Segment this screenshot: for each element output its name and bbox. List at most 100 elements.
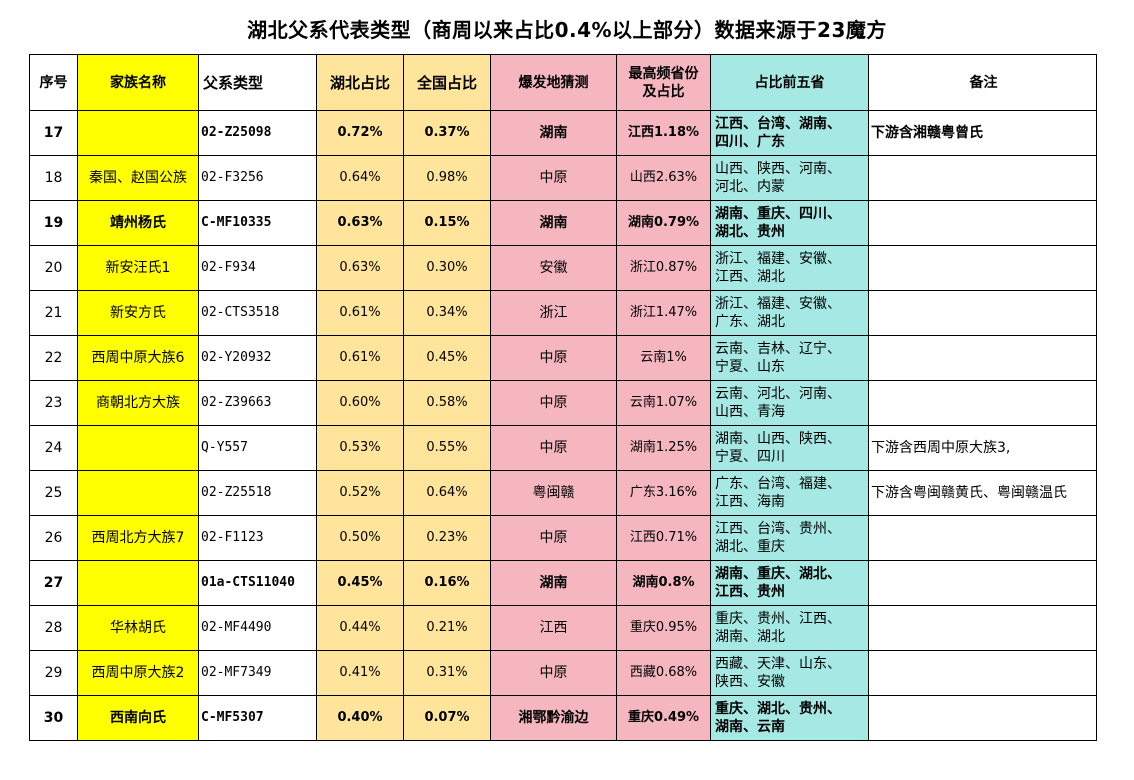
row-top-five: 山西、陕西、河南、 河北、内蒙 <box>710 155 869 201</box>
row-index: 23 <box>29 380 78 426</box>
row-national-share: 0.21% <box>403 605 491 651</box>
row-family-name: 新安汪氏1 <box>77 245 199 291</box>
row-family-name <box>77 110 199 156</box>
table-row: 29 西周中原大族2 02-MF7349 0.41% 0.31% 中原 西藏0.68% 西藏、… <box>29 650 1097 696</box>
table-row: 22 西周中原大族6 02-Y20932 0.61% 0.45% 中原 云南1% 云南、吉林、… <box>29 335 1097 381</box>
row-origin-guess: 中原 <box>490 425 617 471</box>
row-family-name <box>77 470 199 516</box>
row-family-name: 华林胡氏 <box>77 605 199 651</box>
row-origin-guess: 安徽 <box>490 245 617 291</box>
row-note: 下游含湘赣粤曾氏 <box>868 110 1097 156</box>
top-five-line2: 江西、贵州 <box>715 584 785 600</box>
table-row: 24 Q-Y557 0.53% 0.55% 中原 湖南1.25% 湖南、山西、陕西、 宁夏、四… <box>29 425 1097 471</box>
row-hubei-share: 0.72% <box>316 110 404 156</box>
header-origin-guess: 爆发地猜测 <box>490 54 617 111</box>
row-top-five: 浙江、福建、安徽、 广东、湖北 <box>710 290 869 336</box>
row-top-province: 浙江0.87% <box>616 245 711 291</box>
header-top-five: 占比前五省 <box>710 54 869 111</box>
top-five-line2: 陕西、安徽 <box>715 674 785 690</box>
row-top-five: 湖南、重庆、湖北、 江西、贵州 <box>710 560 869 606</box>
top-five-line1: 浙江、福建、安徽、 <box>715 251 841 267</box>
top-five-line1: 江西、台湾、贵州、 <box>715 521 841 537</box>
header-national-share: 全国占比 <box>403 54 491 111</box>
row-national-share: 0.07% <box>403 695 491 741</box>
table-row: 30 西南向氏 C-MF5307 0.40% 0.07% 湘鄂黔渝边 重庆0.49% 重庆、湖… <box>29 695 1097 741</box>
page-title: 湖北父系代表类型（商周以来占比0.4%以上部分）数据来源于23魔方 <box>247 18 887 42</box>
row-national-share: 0.58% <box>403 380 491 426</box>
row-index: 30 <box>29 695 78 741</box>
row-note <box>868 200 1097 246</box>
table-row: 17 02-Z25098 0.72% 0.37% 湖南 江西1.18% 江西、台湾、湖南、四… <box>29 110 1097 156</box>
row-note <box>868 695 1097 741</box>
row-top-province: 湖南1.25% <box>616 425 711 471</box>
row-national-share: 0.37% <box>403 110 491 156</box>
top-five-line1: 云南、河北、河南、 <box>715 386 841 402</box>
top-five-line2: 江西、海南 <box>715 494 785 510</box>
row-index: 29 <box>29 650 78 696</box>
row-top-five: 广东、台湾、福建、 江西、海南 <box>710 470 869 516</box>
row-top-province: 湖南0.79% <box>616 200 711 246</box>
top-five-line2: 湖南、云南 <box>715 719 785 735</box>
header-top-province: 最高频省份 及占比 <box>616 54 711 111</box>
row-top-province: 山西2.63% <box>616 155 711 201</box>
row-national-share: 0.98% <box>403 155 491 201</box>
row-hubei-share: 0.53% <box>316 425 404 471</box>
header-row: 序号 家族名称 父系类型 湖北占比 全国占比 爆发地猜测 最高频省份 及占比 占比… <box>29 54 1097 111</box>
top-five-line1: 湖南、山西、陕西、 <box>715 431 841 447</box>
row-origin-guess: 江西 <box>490 605 617 651</box>
row-top-province: 西藏0.68% <box>616 650 711 696</box>
table-row: 26 西周北方大族7 02-F1123 0.50% 0.23% 中原 江西0.71% 江西、台… <box>29 515 1097 561</box>
row-index: 25 <box>29 470 78 516</box>
row-national-share: 0.16% <box>403 560 491 606</box>
row-family-name <box>77 425 199 471</box>
row-top-five: 云南、河北、河南、 山西、青海 <box>710 380 869 426</box>
row-origin-guess: 中原 <box>490 380 617 426</box>
header-index: 序号 <box>29 54 78 111</box>
table-row: 20 新安汪氏1 02-F934 0.63% 0.30% 安徽 浙江0.87% 浙江、福建、安… <box>29 245 1097 291</box>
top-five-line2: 湖北、贵州 <box>715 224 785 240</box>
row-family-name: 西南向氏 <box>77 695 199 741</box>
row-family-name <box>77 560 199 606</box>
header-note: 备注 <box>868 54 1097 111</box>
top-five-line2: 广东、湖北 <box>715 314 785 330</box>
row-note <box>868 605 1097 651</box>
row-paternal-type: C-MF5307 <box>198 695 317 741</box>
row-top-five: 云南、吉林、辽宁、 宁夏、山东 <box>710 335 869 381</box>
row-note <box>868 515 1097 561</box>
row-index: 18 <box>29 155 78 201</box>
header-family-name: 家族名称 <box>77 54 199 111</box>
table-row: 18 秦国、赵国公族 02-F3256 0.64% 0.98% 中原 山西2.63% 山西、陕… <box>29 155 1097 201</box>
row-paternal-type: 02-Z39663 <box>198 380 317 426</box>
top-five-line1: 山西、陕西、河南、 <box>715 161 841 177</box>
row-national-share: 0.45% <box>403 335 491 381</box>
row-origin-guess: 湖南 <box>490 560 617 606</box>
top-five-line1: 浙江、福建、安徽、 <box>715 296 841 312</box>
row-origin-guess: 中原 <box>490 650 617 696</box>
row-paternal-type: 02-Z25518 <box>198 470 317 516</box>
row-hubei-share: 0.61% <box>316 335 404 381</box>
row-family-name: 靖州杨氏 <box>77 200 199 246</box>
table-row: 21 新安方氏 02-CTS3518 0.61% 0.34% 浙江 浙江1.47% 浙江、福建… <box>29 290 1097 336</box>
row-paternal-type: C-MF10335 <box>198 200 317 246</box>
row-hubei-share: 0.63% <box>316 200 404 246</box>
row-note <box>868 380 1097 426</box>
top-five-line2: 宁夏、四川 <box>715 449 785 465</box>
top-five-line1: 重庆、湖北、贵州、 <box>715 701 841 717</box>
row-origin-guess: 中原 <box>490 515 617 561</box>
row-index: 19 <box>29 200 78 246</box>
row-index: 22 <box>29 335 78 381</box>
table-row: 28 华林胡氏 02-MF4490 0.44% 0.21% 江西 重庆0.95% 重庆、贵州、… <box>29 605 1097 651</box>
row-hubei-share: 0.44% <box>316 605 404 651</box>
row-top-province: 云南1.07% <box>616 380 711 426</box>
header-top-province-line1: 最高频省份 <box>628 65 699 82</box>
row-top-five: 浙江、福建、安徽、 江西、湖北 <box>710 245 869 291</box>
row-note <box>868 290 1097 336</box>
row-top-five: 西藏、天津、山东、 陕西、安徽 <box>710 650 869 696</box>
row-paternal-type: 01a-CTS11040 <box>198 560 317 606</box>
top-five-line2: 四川、广东 <box>715 134 785 150</box>
top-five-line1: 西藏、天津、山东、 <box>715 656 841 672</box>
row-hubei-share: 0.61% <box>316 290 404 336</box>
row-note <box>868 155 1097 201</box>
row-hubei-share: 0.50% <box>316 515 404 561</box>
table-row: 25 02-Z25518 0.52% 0.64% 粤闽赣 广东3.16% 广东、台湾、福建、… <box>29 470 1097 516</box>
